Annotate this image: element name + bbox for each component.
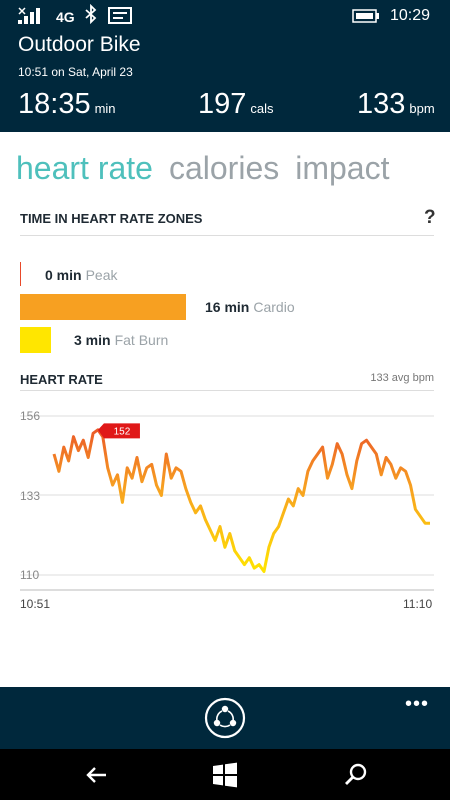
tab-heart-rate[interactable]: heart rate xyxy=(16,150,153,186)
zone-label-cardio: 16 min Cardio xyxy=(205,299,295,315)
duration-stat: 18:35 min xyxy=(18,88,116,121)
peak-label: 152 xyxy=(114,426,131,437)
duration-unit: min xyxy=(94,101,116,116)
tab-impact[interactable]: impact xyxy=(295,150,390,186)
calories-stat: 197 cals xyxy=(198,88,274,121)
tab-calories[interactable]: calories xyxy=(168,150,280,186)
zone-name: Cardio xyxy=(253,299,295,315)
search-icon[interactable] xyxy=(343,762,369,788)
duration-value: 18:35 xyxy=(18,88,91,120)
signal-icon xyxy=(18,7,40,24)
more-options-button[interactable]: ••• xyxy=(405,693,430,715)
activity-header: 4G 10:29 Outdoor Bike 10:51 on Sat, Apri… xyxy=(0,0,450,132)
activity-title: Outdoor Bike xyxy=(18,33,141,56)
calories-unit: cals xyxy=(250,101,274,116)
x-tick-label: 11:10 xyxy=(403,597,433,611)
y-tick-label: 110 xyxy=(20,568,40,582)
peak-badge xyxy=(97,423,140,439)
pivot-tabs: heart rate calories impact xyxy=(16,150,405,187)
battery-icon xyxy=(352,9,379,23)
zone-minutes: 0 min xyxy=(45,267,82,283)
windows-icon[interactable] xyxy=(212,762,238,788)
activity-date: 10:51 on Sat, April 23 xyxy=(18,65,133,79)
zone-bar-peak xyxy=(20,262,21,286)
peak-marker: 152 xyxy=(97,423,140,439)
bluetooth-icon xyxy=(85,4,97,24)
heart-rate-series-line xyxy=(52,428,430,573)
zone-minutes: 16 min xyxy=(205,299,250,315)
share-button[interactable] xyxy=(204,697,246,739)
network-type: 4G xyxy=(56,9,75,25)
x-tick-label: 10:51 xyxy=(20,597,51,611)
zone-label-peak: 0 min Peak xyxy=(45,267,118,283)
zone-bar-cardio xyxy=(20,294,186,320)
avg-bpm-label: 133 avg bpm xyxy=(370,372,434,384)
app-bar: ••• xyxy=(0,687,450,749)
back-icon[interactable] xyxy=(84,762,110,788)
zone-bar-fat-burn xyxy=(20,327,51,353)
system-nav-bar xyxy=(0,749,450,800)
y-tick-label: 156 xyxy=(20,409,41,423)
zone-minutes: 3 min xyxy=(74,332,111,348)
zone-name: Peak xyxy=(85,267,118,283)
zone-name: Fat Burn xyxy=(114,332,169,348)
heart-rate-chart: 152 156 133 110 10:51 11:10 xyxy=(0,395,450,620)
bpm-unit: bpm xyxy=(409,101,435,116)
divider xyxy=(20,235,434,236)
status-bar: 4G 10:29 xyxy=(0,0,450,32)
clock: 10:29 xyxy=(390,7,431,24)
y-tick-label: 133 xyxy=(20,489,41,503)
divider xyxy=(20,390,434,391)
zone-label-fat-burn: 3 min Fat Burn xyxy=(74,332,168,348)
heart-rate-plot: 152 xyxy=(20,415,434,591)
message-icon xyxy=(108,7,132,24)
bpm-stat: 133 bpm xyxy=(357,88,435,121)
calories-value: 197 xyxy=(198,88,247,120)
zones-title: TIME IN HEART RATE ZONES xyxy=(20,211,203,226)
help-button[interactable]: ? xyxy=(424,207,436,228)
heart-rate-title: HEART RATE xyxy=(20,372,103,387)
bpm-value: 133 xyxy=(357,88,406,120)
